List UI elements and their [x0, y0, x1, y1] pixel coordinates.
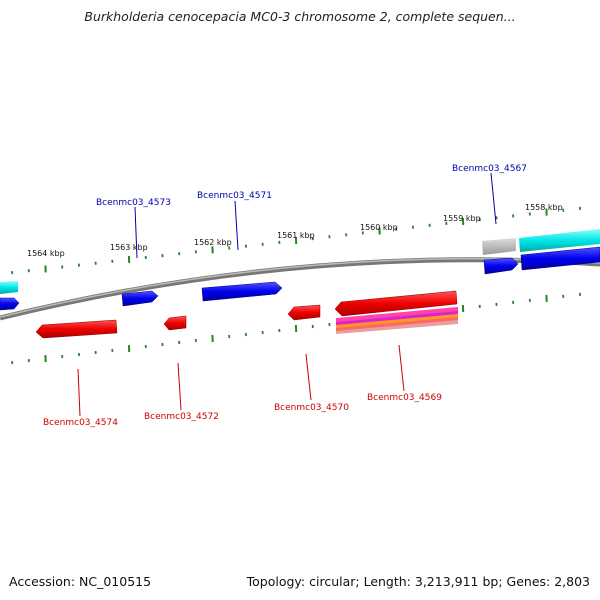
gene-feature-forward[interactable] [0, 297, 20, 311]
kbp-label: 1559 kbp [443, 214, 481, 223]
topology-summary: Topology: circular; Length: 3,213,911 bp… [246, 574, 590, 589]
gene-feature-forward[interactable] [121, 290, 159, 307]
label-leader-line [490, 172, 497, 225]
accession-text: Accession: NC_010515 [9, 574, 152, 589]
gene-label[interactable]: Bcenmc03_4571 [197, 191, 272, 201]
map-title: Burkholderia cenocepacia MC0-3 chromosom… [84, 9, 516, 24]
cyan-feature[interactable] [519, 229, 600, 252]
label-leader-line [134, 206, 138, 259]
gene-label[interactable]: Bcenmc03_4572 [144, 412, 219, 422]
label-leader-line [177, 362, 182, 411]
gene-label[interactable]: Bcenmc03_4569 [367, 393, 442, 403]
gene-feature-reverse[interactable] [287, 304, 321, 321]
gene-feature-reverse[interactable] [35, 319, 118, 339]
gene-feature-forward[interactable] [483, 257, 519, 275]
gene-label[interactable]: Bcenmc03_4567 [452, 164, 527, 174]
gene-feature-forward[interactable] [201, 281, 283, 302]
feature-bands[interactable] [336, 307, 458, 334]
kbp-label: 1564 kbp [27, 249, 65, 258]
gene-label[interactable]: Bcenmc03_4574 [43, 418, 118, 428]
gene-label[interactable]: Bcenmc03_4570 [274, 403, 349, 413]
grey-feature[interactable] [482, 238, 516, 255]
gene-feature-reverse[interactable] [334, 290, 458, 317]
label-leader-line [77, 368, 81, 417]
label-leader-line [305, 353, 312, 401]
gene-label[interactable]: Bcenmc03_4573 [96, 198, 171, 208]
gene-feature-reverse[interactable] [163, 315, 187, 331]
kbp-label: 1563 kbp [110, 243, 148, 252]
gene-feature-forward[interactable] [520, 246, 600, 271]
chromosome-backbone [0, 257, 600, 321]
label-leader-line [398, 344, 405, 392]
kbp-label: 1561 kbp [277, 231, 315, 240]
outer-tick-track [11, 206, 581, 275]
kbp-label: 1562 kbp [194, 238, 232, 247]
kbp-label: 1558 kbp [525, 203, 563, 212]
kbp-label: 1560 kbp [360, 223, 398, 232]
cyan-feature[interactable] [0, 281, 18, 294]
label-leader-line [234, 200, 239, 251]
